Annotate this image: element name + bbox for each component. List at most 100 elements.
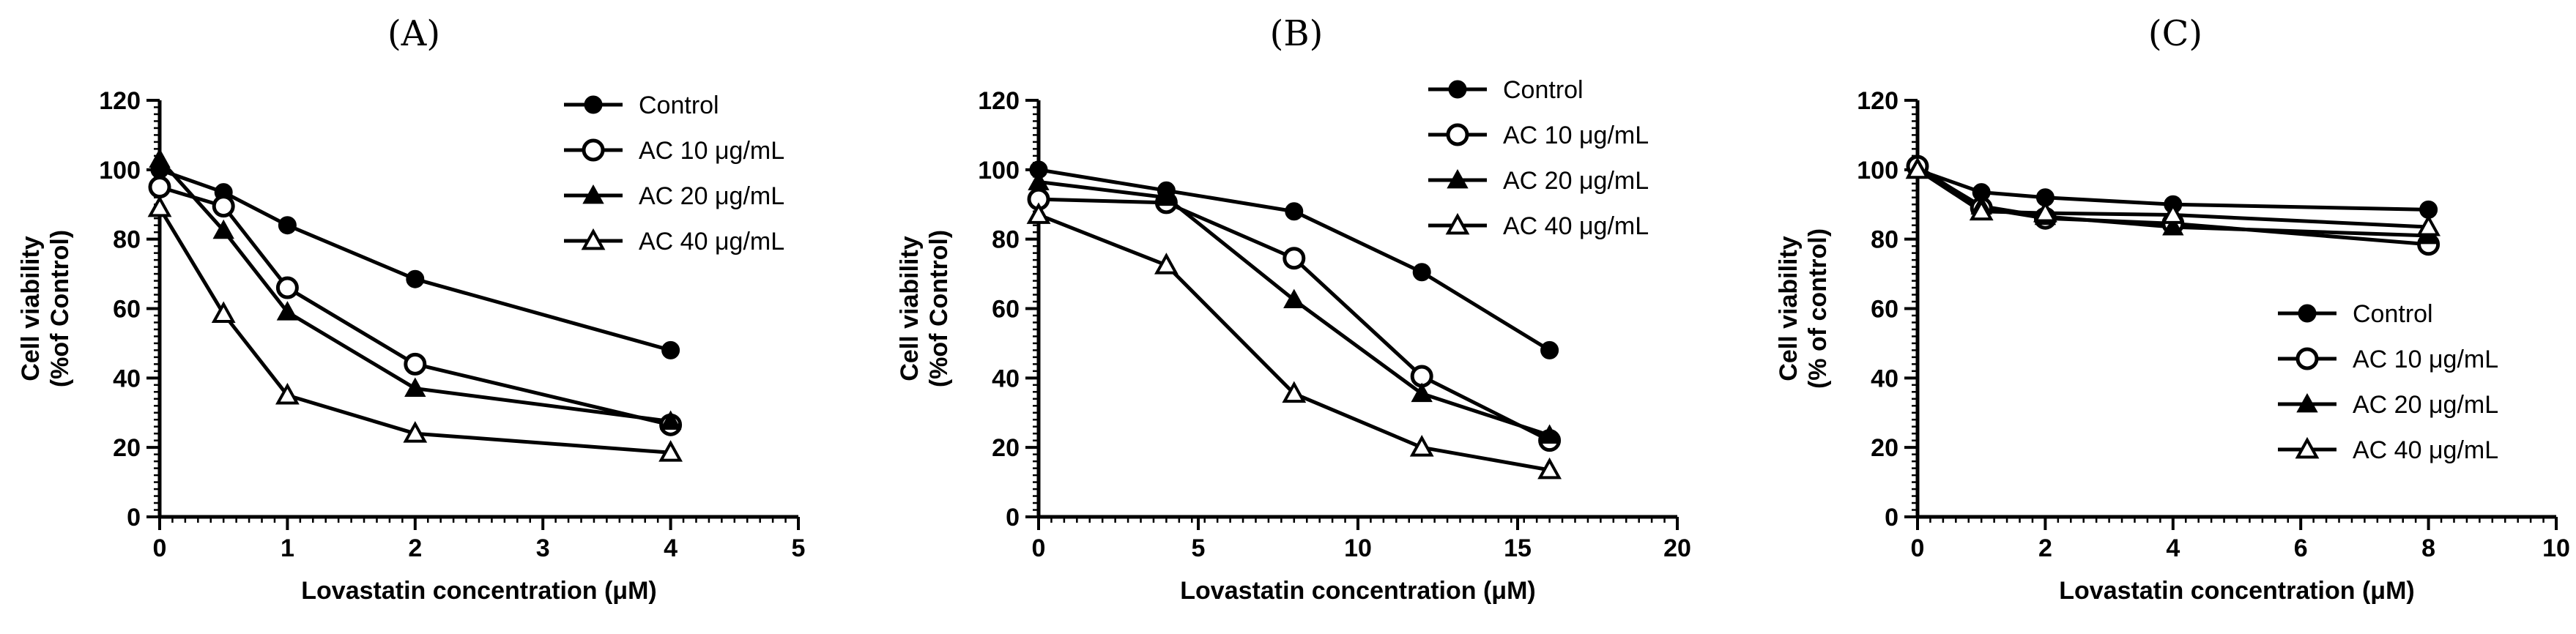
chart-1-y-tick-label: 20 (992, 434, 1020, 462)
chart-0-x-tick-label: 1 (281, 534, 294, 562)
chart-0-x-tick-label: 3 (536, 534, 550, 562)
chart-1-x-tick-label: 5 (1192, 534, 1206, 562)
chart-1-series-3-point (1282, 381, 1307, 403)
chart-2-series-3-point (1969, 198, 1994, 221)
chart-2-series-3-point (2033, 200, 2057, 223)
chart-1-y-axis-label-line1: Cell viability (896, 236, 924, 381)
chart-0-y-axis-label-line2: (%of Control) (46, 230, 74, 387)
chart-1-series-1-point (1283, 247, 1306, 270)
chart-0-series-3-point (147, 195, 172, 217)
chart-0-legend-label-0: Control (639, 92, 719, 119)
chart-1-x-tick-label: 15 (1504, 534, 1532, 562)
chart-0-series-0-point (661, 340, 680, 359)
chart-0-x-tick-label: 4 (664, 534, 678, 562)
chart-0-x-tick-label: 0 (153, 534, 167, 562)
chart-0-x-tick-label: 5 (792, 534, 806, 562)
chart-0-legend-label-2: AC 20 μg/mL (639, 182, 784, 210)
chart-2-series-3-point (1905, 157, 1930, 179)
chart-1-legend: Control AC 10 μg/mL AC 20 μg/mL AC 40 μg/mL (1428, 76, 1649, 240)
chart-0-y-tick-label: 20 (113, 434, 141, 462)
chart-0-y-tick-label: 0 (127, 504, 141, 532)
chart-1-series-0-point (1285, 202, 1304, 221)
chart-2-legend-label-0: Control (2353, 300, 2433, 328)
chart-0-series-2-point (404, 377, 426, 397)
chart-1-series-3-point (1537, 457, 1562, 480)
chart-1-legend-marker-2 (1447, 168, 1469, 189)
chart-1-legend-label-2: AC 20 μg/mL (1503, 167, 1649, 195)
chart-panel-c: (C) 0 20 40 60 80 100 120 0 2 4 6 8 10 Lovastatin conc… (1775, 13, 2570, 605)
chart-2-legend-label-2: AC 20 μg/mL (2353, 391, 2498, 419)
chart-0-series-2-point (212, 219, 234, 239)
chart-2-legend-marker-2 (2296, 392, 2318, 413)
chart-1-series-3-point (1154, 253, 1178, 275)
chart-0-legend-label-3: AC 40 μg/mL (639, 228, 784, 256)
chart-0-series-1-point (404, 352, 427, 376)
chart-2-y-tick-label: 100 (1857, 157, 1898, 184)
chart-1-legend-marker-1 (1446, 123, 1469, 146)
chart-1-y-tick-label: 100 (978, 157, 1020, 184)
chart-2-y-axis-label-line1: Cell viability (1775, 236, 1803, 381)
chart-0-y-axis-label-line1: Cell viability (17, 236, 45, 381)
chart-1-y-tick-label: 120 (978, 87, 1020, 115)
chart-1-legend-marker-3 (1445, 212, 1470, 235)
chart-0-y-tick-label: 120 (99, 87, 141, 115)
chart-0-y-tick-label: 100 (99, 157, 141, 184)
chart-0-series-3-point (658, 440, 683, 462)
chart-0-y-tick-label: 80 (113, 226, 141, 254)
chart-1-x-tick-label: 10 (1344, 534, 1372, 562)
chart-0-x-tick-label: 2 (408, 534, 422, 562)
chart-1-series-2-point (1538, 424, 1561, 444)
chart-2-series-3-point (2416, 214, 2440, 236)
chart-1-legend-label-3: AC 40 μg/mL (1503, 212, 1649, 240)
chart-0-y-tick-label: 40 (113, 365, 141, 392)
chart-1-x-tick-label: 20 (1663, 534, 1691, 562)
chart-0-legend-marker-1 (582, 138, 605, 162)
chart-0-series-3-point (275, 382, 300, 405)
chart-2-x-axis-label: Lovastatin concentration (μM) (2059, 577, 2415, 605)
chart-2-x-tick-label: 4 (2166, 534, 2180, 562)
chart-2-legend-label-1: AC 10 μg/mL (2353, 346, 2498, 373)
chart-2-x-tick-label: 8 (2421, 534, 2435, 562)
chart-2-legend: Control AC 10 μg/mL AC 20 μg/mL AC 40 μg/mL (2278, 300, 2498, 464)
chart-2-y-tick-label: 40 (1871, 365, 1898, 392)
chart-0-legend-marker-2 (582, 184, 604, 204)
chart-2-legend-marker-0 (2298, 304, 2317, 323)
chart-1-series-0-point (1412, 263, 1431, 282)
chart-0-series-1-point (148, 176, 171, 199)
chart-1-series-2-point (1028, 171, 1050, 190)
chart-panel-b: (B) 0 20 40 60 80 100 120 0 5 10 15 20 Lovastatin con… (896, 13, 1691, 605)
chart-1-series-2-point (1155, 186, 1178, 206)
chart-1-legend-marker-0 (1448, 80, 1467, 99)
chart-0-series-1-point (212, 195, 235, 218)
chart-2-series-3-point (2161, 202, 2186, 224)
chart-2-y-tick-label: 120 (1857, 87, 1898, 115)
chart-0-legend-label-1: AC 10 μg/mL (639, 137, 784, 165)
chart-1-x-tick-label: 0 (1032, 534, 1046, 562)
chart-2-x-tick-label: 10 (2542, 534, 2570, 562)
chart-1-y-tick-label: 40 (992, 365, 1020, 392)
chart-1-y-tick-label: 0 (1006, 504, 1020, 532)
chart-1-y-axis-label-line2: (%of Control) (925, 230, 953, 387)
chart-0-series-2-point (149, 148, 171, 168)
chart-0-series-0-point (406, 269, 425, 288)
chart-1-panel-title: (B) (1270, 13, 1324, 54)
chart-1-y-tick-label: 60 (992, 296, 1020, 324)
chart-1-legend-label-1: AC 10 μg/mL (1503, 122, 1649, 149)
chart-0-series-3-point (403, 421, 428, 443)
chart-0-panel-title: (A) (387, 13, 440, 54)
chart-0-x-axis-label: Lovastatin concentration (μM) (301, 577, 657, 605)
chart-1-series-3-point (1409, 435, 1434, 457)
chart-1-series-2-point (1411, 382, 1433, 403)
chart-2-x-tick-label: 2 (2038, 534, 2052, 562)
chart-0-y-tick-label: 60 (113, 296, 141, 324)
chart-0-series-3-point (211, 301, 236, 324)
chart-2-panel-title: (C) (2148, 13, 2202, 54)
chart-2-legend-marker-3 (2295, 436, 2320, 459)
chart-0-series-2-point (659, 410, 682, 430)
chart-1-series-2-point (1283, 288, 1305, 309)
chart-2-y-axis-label-line2: (% of control) (1804, 228, 1832, 389)
chart-1-series-1-line (1038, 197, 1551, 442)
chart-1-x-axis-label: Lovastatin concentration (μM) (1180, 577, 1536, 605)
chart-2-x-tick-label: 6 (2294, 534, 2308, 562)
